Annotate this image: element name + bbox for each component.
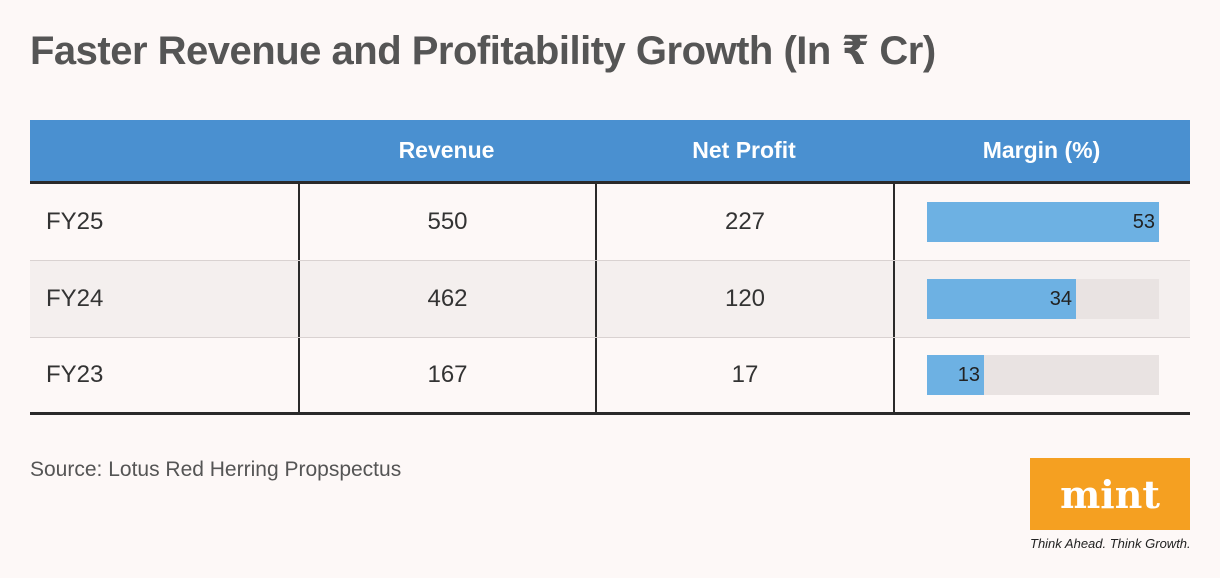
margin-bar (927, 202, 1159, 242)
year-cell: FY25 (46, 208, 104, 235)
header-net-profit: Net Profit (692, 137, 796, 163)
chart-title: Faster Revenue and Profitability Growth … (30, 29, 936, 73)
net-profit-cell: 227 (595, 184, 893, 260)
data-table: Revenue Net Profit Margin (%) FY25 550 2… (30, 120, 1190, 415)
net-profit-cell: 17 (595, 338, 893, 412)
margin-cell: 34 (893, 261, 1190, 337)
margin-label: 53 (1132, 211, 1155, 233)
margin-bar (927, 355, 984, 395)
year-cell: FY23 (46, 361, 104, 388)
table-row: FY25 550 227 53 (30, 184, 1190, 261)
revenue-cell: 167 (298, 338, 595, 412)
margin-bar (927, 279, 1076, 319)
margin-label: 13 (957, 364, 980, 386)
mint-logo: mint (1030, 458, 1190, 530)
revenue-cell: 550 (298, 184, 595, 260)
header-revenue: Revenue (398, 137, 495, 163)
net-profit-cell: 120 (595, 261, 893, 337)
year-cell: FY24 (46, 285, 104, 312)
margin-cell: 53 (893, 184, 1190, 260)
logo-tagline: Think Ahead. Think Growth. (1030, 536, 1191, 551)
revenue-cell: 462 (298, 261, 595, 337)
margin-bar-track: 34 (927, 279, 1159, 319)
table-row: FY23 167 17 13 (30, 338, 1190, 415)
header-margin: Margin (%) (982, 137, 1101, 163)
table-header: Revenue Net Profit Margin (%) (30, 120, 1190, 184)
margin-cell: 13 (893, 338, 1190, 412)
margin-bar-track: 13 (927, 355, 1159, 395)
source-note: Source: Lotus Red Herring Propspectus (30, 458, 402, 481)
header-year (30, 120, 298, 181)
table-row: FY24 462 120 34 (30, 261, 1190, 338)
logo-text: mint (1060, 471, 1160, 517)
margin-label: 34 (1049, 288, 1072, 310)
margin-bar-track: 53 (927, 202, 1159, 242)
